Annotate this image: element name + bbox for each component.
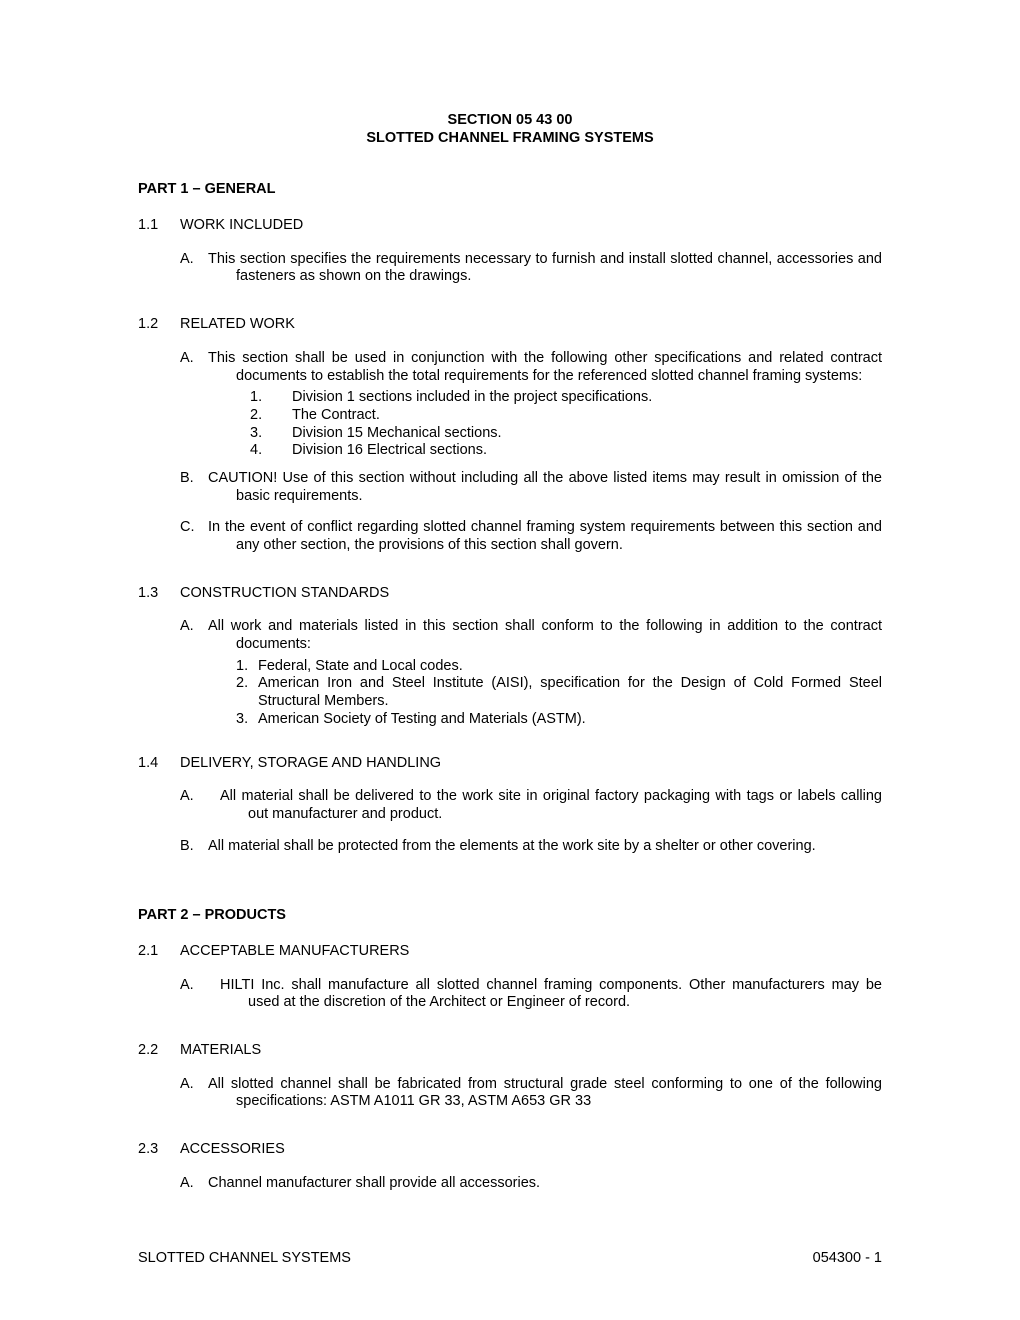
- section-number: 1.4: [138, 755, 180, 773]
- sub-item: 2.The Contract.: [138, 407, 882, 425]
- section-heading: 1.3CONSTRUCTION STANDARDS: [138, 585, 882, 603]
- spec-item: A.Channel manufacturer shall provide all…: [138, 1175, 882, 1193]
- spec-item: C.In the event of conflict regarding slo…: [138, 519, 882, 554]
- sub-item: 2.American Iron and Steel Institute (AIS…: [138, 675, 882, 710]
- item-text: This section shall be used in conjunctio…: [208, 350, 882, 385]
- sub-number: 4.: [250, 442, 292, 460]
- sub-text: American Iron and Steel Institute (AISI)…: [258, 675, 882, 710]
- section-number: SECTION 05 43 00: [138, 112, 882, 130]
- section-title: ACCEPTABLE MANUFACTURERS: [180, 943, 882, 961]
- item-letter: A.: [180, 350, 208, 385]
- footer-right: 054300 - 1: [813, 1250, 882, 1268]
- part-heading: PART 1 – GENERAL: [138, 181, 882, 199]
- section-number: 2.2: [138, 1042, 180, 1060]
- sub-text: The Contract.: [292, 407, 882, 425]
- sub-item: 3.Division 15 Mechanical sections.: [138, 425, 882, 443]
- sub-number: 1.: [236, 658, 258, 676]
- item-letter: A.: [180, 977, 220, 1012]
- item-text: CAUTION! Use of this section without inc…: [208, 470, 882, 505]
- item-text: All slotted channel shall be fabricated …: [208, 1076, 882, 1111]
- section-heading: 2.1ACCEPTABLE MANUFACTURERS: [138, 943, 882, 961]
- item-letter: B.: [180, 838, 208, 856]
- document-header: SECTION 05 43 00 SLOTTED CHANNEL FRAMING…: [138, 112, 882, 147]
- sub-number: 3.: [250, 425, 292, 443]
- section-heading: 2.2MATERIALS: [138, 1042, 882, 1060]
- section-title: WORK INCLUDED: [180, 217, 882, 235]
- sub-item: 1.Federal, State and Local codes.: [138, 658, 882, 676]
- spec-item: A.HILTI Inc. shall manufacture all slott…: [138, 977, 882, 1012]
- item-text: This section specifies the requirements …: [208, 251, 882, 286]
- section-title: CONSTRUCTION STANDARDS: [180, 585, 882, 603]
- item-text: All material shall be protected from the…: [208, 838, 882, 856]
- part-heading: PART 2 – PRODUCTS: [138, 907, 882, 925]
- item-text: Channel manufacturer shall provide all a…: [208, 1175, 882, 1193]
- sub-text: American Society of Testing and Material…: [258, 711, 882, 729]
- sub-text: Division 15 Mechanical sections.: [292, 425, 882, 443]
- spec-item: A.This section specifies the requirement…: [138, 251, 882, 286]
- sub-text: Division 16 Electrical sections.: [292, 442, 882, 460]
- document-title: SLOTTED CHANNEL FRAMING SYSTEMS: [138, 130, 882, 148]
- section-heading: 1.2RELATED WORK: [138, 316, 882, 334]
- section-number: 2.1: [138, 943, 180, 961]
- section-title: MATERIALS: [180, 1042, 882, 1060]
- item-letter: C.: [180, 519, 208, 554]
- section-title: RELATED WORK: [180, 316, 882, 334]
- spec-item: B.CAUTION! Use of this section without i…: [138, 470, 882, 505]
- spec-item: A.All material shall be delivered to the…: [138, 788, 882, 823]
- sub-text: Division 1 sections included in the proj…: [292, 389, 882, 407]
- section-title: ACCESSORIES: [180, 1141, 882, 1159]
- section-number: 1.2: [138, 316, 180, 334]
- sub-item: 4.Division 16 Electrical sections.: [138, 442, 882, 460]
- item-letter: A.: [180, 1076, 208, 1111]
- sub-number: 2.: [236, 675, 258, 710]
- spec-item: A.All slotted channel shall be fabricate…: [138, 1076, 882, 1111]
- footer-left: SLOTTED CHANNEL SYSTEMS: [138, 1250, 351, 1268]
- section-title: DELIVERY, STORAGE AND HANDLING: [180, 755, 882, 773]
- section-heading: 2.3ACCESSORIES: [138, 1141, 882, 1159]
- section-number: 1.3: [138, 585, 180, 603]
- sub-number: 3.: [236, 711, 258, 729]
- item-letter: A.: [180, 788, 220, 823]
- section-heading: 1.1WORK INCLUDED: [138, 217, 882, 235]
- item-letter: B.: [180, 470, 208, 505]
- section-number: 1.1: [138, 217, 180, 235]
- section-number: 2.3: [138, 1141, 180, 1159]
- section-heading: 1.4DELIVERY, STORAGE AND HANDLING: [138, 755, 882, 773]
- sub-text: Federal, State and Local codes.: [258, 658, 882, 676]
- item-text: All work and materials listed in this se…: [208, 618, 882, 653]
- sub-item: 1.Division 1 sections included in the pr…: [138, 389, 882, 407]
- sub-item: 3.American Society of Testing and Materi…: [138, 711, 882, 729]
- item-text: HILTI Inc. shall manufacture all slotted…: [220, 977, 882, 1012]
- item-text: All material shall be delivered to the w…: [220, 788, 882, 823]
- item-letter: A.: [180, 618, 208, 653]
- item-letter: A.: [180, 251, 208, 286]
- page-footer: SLOTTED CHANNEL SYSTEMS 054300 - 1: [138, 1250, 882, 1268]
- spec-item: A.This section shall be used in conjunct…: [138, 350, 882, 385]
- document-page: SECTION 05 43 00 SLOTTED CHANNEL FRAMING…: [0, 0, 1020, 1320]
- spec-item: B.All material shall be protected from t…: [138, 838, 882, 856]
- item-letter: A.: [180, 1175, 208, 1193]
- item-text: In the event of conflict regarding slott…: [208, 519, 882, 554]
- sub-number: 2.: [250, 407, 292, 425]
- spec-item: A.All work and materials listed in this …: [138, 618, 882, 653]
- sub-number: 1.: [250, 389, 292, 407]
